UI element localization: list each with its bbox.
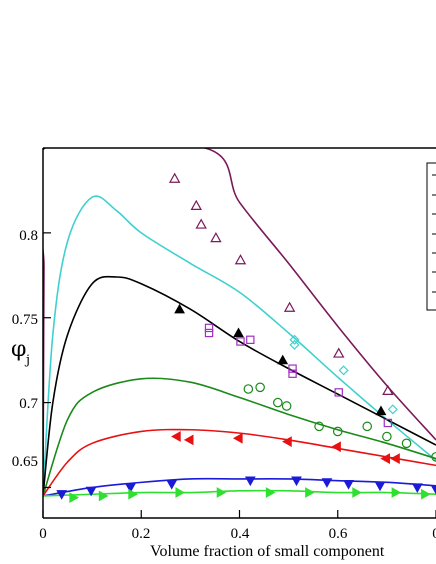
data-point-series-1 [290, 341, 298, 349]
data-points [57, 174, 436, 502]
data-point-series-6 [292, 477, 301, 485]
data-point-series-0 [334, 349, 343, 357]
data-point-series-7 [306, 488, 314, 497]
x-tick-labels: 0 0.2 0.4 0.6 0 [39, 526, 436, 542]
data-point-series-6 [322, 479, 331, 487]
x-tick-label: 0 [39, 526, 47, 542]
data-point-series-7 [99, 491, 107, 500]
data-point-series-4 [334, 427, 342, 435]
x-tick-label: 0.6 [329, 526, 348, 542]
data-point-series-6 [431, 485, 436, 493]
data-point-series-4 [363, 422, 371, 430]
data-point-series-6 [413, 484, 422, 492]
data-point-series-3 [234, 328, 243, 336]
data-point-series-4 [256, 383, 264, 391]
x-axis-title: Volume fraction of small component [150, 543, 385, 560]
data-point-series-0 [211, 233, 220, 241]
y-tick-label: 0.8 [19, 228, 38, 244]
data-point-series-1 [389, 405, 397, 413]
data-point-series-0 [236, 255, 245, 263]
data-point-series-6 [167, 480, 176, 488]
data-point-series-0 [285, 303, 294, 311]
data-point-series-2 [205, 329, 212, 336]
y-tick-label: 0.65 [12, 454, 38, 470]
data-point-series-4 [244, 385, 252, 393]
data-point-series-7 [217, 488, 225, 497]
data-point-series-4 [383, 432, 391, 440]
legend [427, 163, 436, 310]
y-axis-title: φ j [11, 337, 30, 368]
data-point-series-3 [376, 406, 385, 414]
data-point-series-7 [266, 488, 274, 497]
data-point-series-3 [278, 355, 287, 363]
data-point-series-6 [344, 480, 353, 488]
data-point-series-1 [339, 366, 347, 374]
data-point-series-4 [282, 402, 290, 410]
y-tick-label: 0.7 [19, 396, 38, 412]
data-point-series-6 [375, 482, 384, 490]
data-point-series-0 [196, 220, 205, 228]
data-point-series-5 [381, 454, 389, 463]
data-point-series-4 [402, 439, 410, 447]
data-point-series-5 [283, 437, 291, 446]
data-point-series-0 [192, 201, 201, 209]
fit-curve-3 [43, 277, 436, 496]
data-point-series-5 [185, 435, 193, 444]
data-point-series-4 [274, 398, 282, 406]
data-point-series-5 [234, 434, 242, 443]
data-point-series-7 [176, 488, 184, 497]
data-point-series-2 [205, 324, 212, 331]
data-point-series-7 [392, 488, 400, 497]
data-point-series-5 [391, 454, 399, 463]
data-point-series-0 [170, 174, 179, 182]
x-tick-label: 0.2 [132, 526, 151, 542]
data-point-series-5 [172, 432, 180, 441]
fit-curves [33, 137, 436, 496]
data-point-series-2 [247, 336, 254, 343]
fit-curve-1 [43, 196, 436, 496]
x-tick-label: 0.4 [231, 526, 250, 542]
y-tick-label: 0.75 [12, 312, 38, 328]
data-point-series-5 [332, 442, 340, 451]
ticks [43, 233, 436, 518]
y-axis-title-symbol: φ [11, 337, 26, 362]
x-tick-label: 0 [432, 526, 436, 542]
data-point-series-7 [421, 490, 429, 499]
data-point-series-7 [353, 488, 361, 497]
data-point-series-7 [129, 490, 137, 499]
data-point-series-6 [246, 477, 255, 485]
